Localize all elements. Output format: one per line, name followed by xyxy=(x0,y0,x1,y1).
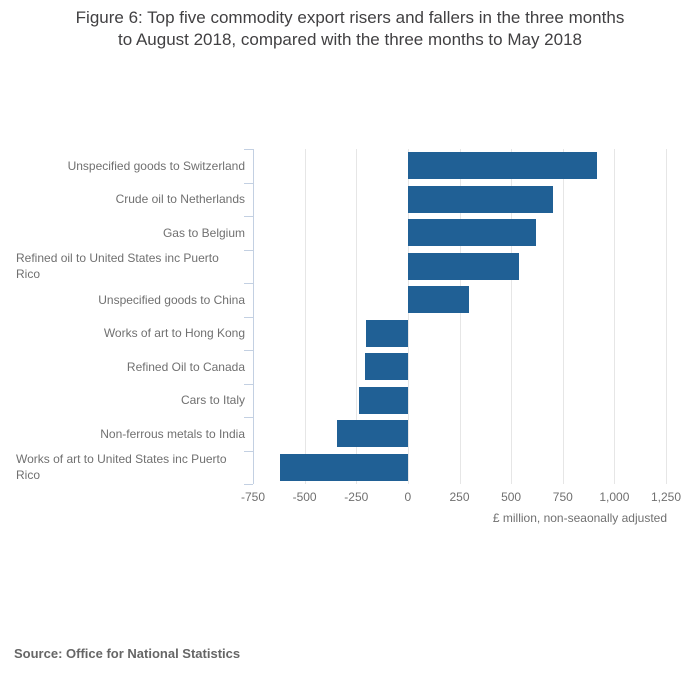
x-tick-label: 250 xyxy=(449,490,470,504)
bar xyxy=(359,386,408,414)
category-label: Gas to Belgium xyxy=(162,225,245,240)
y-axis-tick xyxy=(244,484,253,485)
chart-title-line-2: to August 2018, compared with the three … xyxy=(117,30,582,49)
bar xyxy=(407,185,554,213)
gridline xyxy=(614,149,616,484)
chart-title: Figure 6: Top five commodity export rise… xyxy=(0,7,700,51)
gridline xyxy=(407,149,409,484)
gridline xyxy=(511,149,513,484)
bar xyxy=(407,252,520,280)
x-tick-label: -750 xyxy=(240,490,266,504)
bar xyxy=(407,286,469,314)
x-tick-label: 0 xyxy=(404,490,412,504)
x-axis-title: £ million, non-seaonally adjusted xyxy=(492,511,667,525)
y-axis-tick xyxy=(244,316,253,318)
gridline xyxy=(304,149,306,484)
bar xyxy=(279,453,408,481)
category-label: Crude oil to Netherlands xyxy=(115,192,245,207)
category-label: Works of art to United States inc Puerto… xyxy=(16,452,227,483)
x-tick-label: 1,250 xyxy=(650,490,682,504)
category-label: Unspecified goods to China xyxy=(98,292,245,307)
category-label: Non-ferrous metals to India xyxy=(100,426,245,441)
category-label: Unspecified goods to Switzerland xyxy=(67,158,245,173)
x-tick-label: 1,000 xyxy=(599,490,630,504)
bar xyxy=(407,219,536,247)
gridline xyxy=(356,149,358,484)
y-axis-tick xyxy=(244,216,253,217)
y-axis-tick xyxy=(244,182,253,184)
y-axis-tick xyxy=(244,249,253,251)
x-tick-label: -500 xyxy=(292,490,317,504)
chart-title-line-1: Figure 6: Top five commodity export rise… xyxy=(75,8,625,27)
source-note: Source: Office for National Statistics xyxy=(14,646,241,661)
x-tick-label: 500 xyxy=(501,490,522,504)
y-axis-tick xyxy=(244,450,253,452)
bar xyxy=(364,353,408,381)
category-label: Works of art to Hong Kong xyxy=(103,326,245,341)
gridline xyxy=(666,149,667,484)
y-axis-tick xyxy=(244,149,253,150)
y-axis-tick xyxy=(244,283,253,284)
bar xyxy=(336,420,408,448)
gridline xyxy=(459,149,461,484)
bar xyxy=(365,319,408,347)
category-label: Cars to Italy xyxy=(180,393,245,408)
y-axis-tick xyxy=(244,417,253,418)
y-axis-tick xyxy=(244,383,253,385)
y-axis-line xyxy=(253,149,254,484)
gridline xyxy=(562,149,564,484)
bar xyxy=(407,152,597,180)
x-tick-label: -250 xyxy=(344,490,369,504)
plot-area xyxy=(244,149,667,485)
category-label: Refined oil to United States inc Puerto … xyxy=(16,251,219,282)
x-tick-label: 750 xyxy=(552,490,573,504)
y-axis-tick xyxy=(244,350,253,351)
category-label: Refined Oil to Canada xyxy=(126,359,245,374)
